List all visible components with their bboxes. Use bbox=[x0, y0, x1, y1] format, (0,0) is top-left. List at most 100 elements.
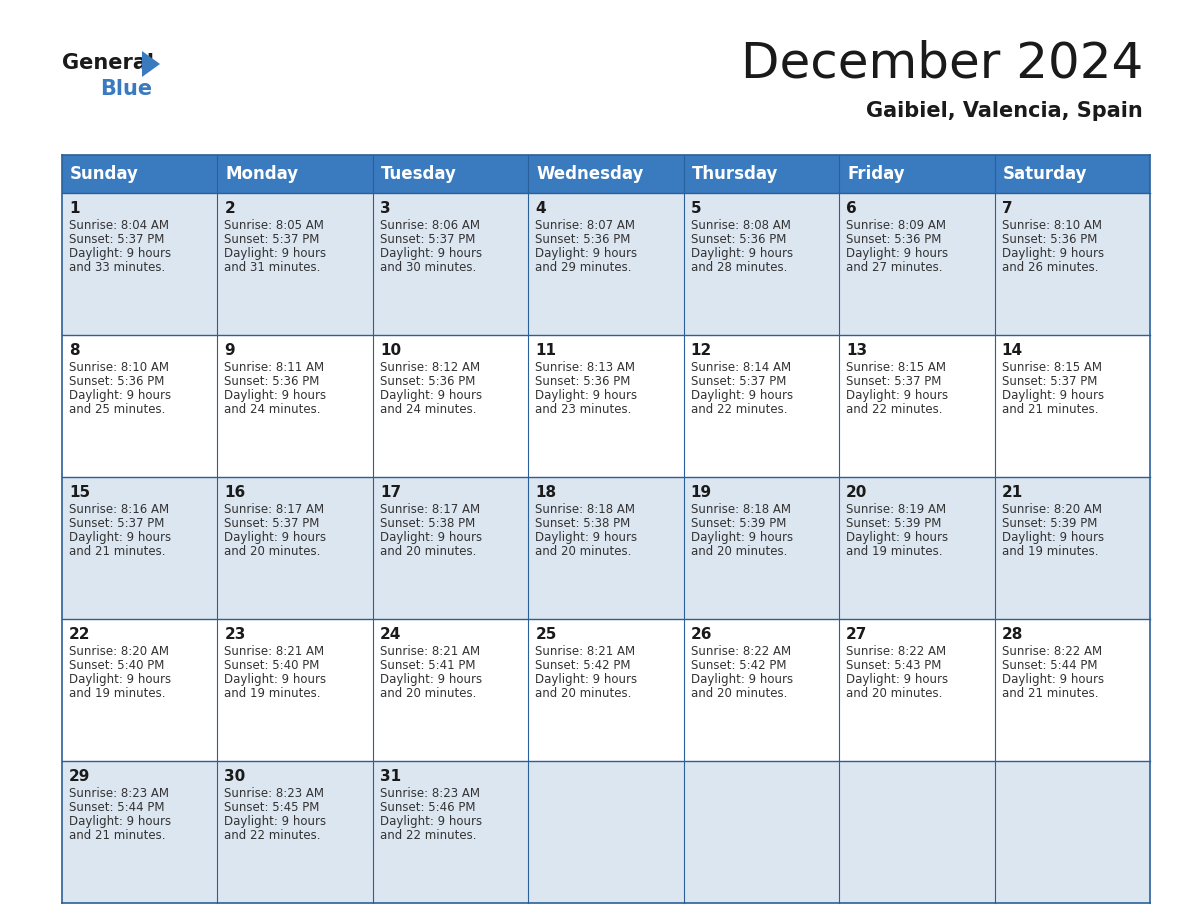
Text: and 24 minutes.: and 24 minutes. bbox=[225, 403, 321, 416]
Text: and 19 minutes.: and 19 minutes. bbox=[1001, 545, 1098, 558]
Text: General: General bbox=[62, 53, 154, 73]
Text: and 20 minutes.: and 20 minutes. bbox=[536, 687, 632, 700]
Text: Sunrise: 8:05 AM: Sunrise: 8:05 AM bbox=[225, 219, 324, 232]
Text: Sunset: 5:37 PM: Sunset: 5:37 PM bbox=[225, 233, 320, 246]
Text: Sunset: 5:40 PM: Sunset: 5:40 PM bbox=[69, 659, 164, 672]
Text: Sunset: 5:44 PM: Sunset: 5:44 PM bbox=[69, 801, 164, 814]
Polygon shape bbox=[143, 51, 160, 77]
Text: Sunset: 5:39 PM: Sunset: 5:39 PM bbox=[846, 517, 942, 530]
Text: Daylight: 9 hours: Daylight: 9 hours bbox=[69, 531, 171, 544]
Bar bbox=[217, 155, 373, 193]
Text: Sunrise: 8:16 AM: Sunrise: 8:16 AM bbox=[69, 503, 169, 516]
Text: 4: 4 bbox=[536, 201, 546, 216]
Text: Sunset: 5:38 PM: Sunset: 5:38 PM bbox=[536, 517, 631, 530]
Bar bbox=[373, 155, 529, 193]
Text: Sunrise: 8:14 AM: Sunrise: 8:14 AM bbox=[690, 361, 791, 374]
Text: Daylight: 9 hours: Daylight: 9 hours bbox=[69, 247, 171, 260]
Text: and 21 minutes.: and 21 minutes. bbox=[1001, 403, 1098, 416]
Text: Sunset: 5:42 PM: Sunset: 5:42 PM bbox=[690, 659, 786, 672]
Text: Daylight: 9 hours: Daylight: 9 hours bbox=[69, 815, 171, 828]
Text: Sunset: 5:36 PM: Sunset: 5:36 PM bbox=[690, 233, 786, 246]
Text: Sunrise: 8:06 AM: Sunrise: 8:06 AM bbox=[380, 219, 480, 232]
Text: Daylight: 9 hours: Daylight: 9 hours bbox=[536, 531, 638, 544]
Text: and 23 minutes.: and 23 minutes. bbox=[536, 403, 632, 416]
Text: Sunrise: 8:23 AM: Sunrise: 8:23 AM bbox=[69, 787, 169, 800]
Text: Wednesday: Wednesday bbox=[536, 165, 644, 183]
Text: 22: 22 bbox=[69, 627, 90, 642]
Text: and 33 minutes.: and 33 minutes. bbox=[69, 261, 165, 274]
Text: Daylight: 9 hours: Daylight: 9 hours bbox=[1001, 247, 1104, 260]
Text: Sunset: 5:36 PM: Sunset: 5:36 PM bbox=[1001, 233, 1097, 246]
Text: Sunrise: 8:11 AM: Sunrise: 8:11 AM bbox=[225, 361, 324, 374]
Text: Daylight: 9 hours: Daylight: 9 hours bbox=[225, 531, 327, 544]
Text: Tuesday: Tuesday bbox=[381, 165, 456, 183]
Text: 26: 26 bbox=[690, 627, 713, 642]
Text: Daylight: 9 hours: Daylight: 9 hours bbox=[846, 389, 948, 402]
Text: and 29 minutes.: and 29 minutes. bbox=[536, 261, 632, 274]
Text: Sunrise: 8:23 AM: Sunrise: 8:23 AM bbox=[380, 787, 480, 800]
Text: Sunrise: 8:22 AM: Sunrise: 8:22 AM bbox=[1001, 645, 1101, 658]
Text: Sunset: 5:40 PM: Sunset: 5:40 PM bbox=[225, 659, 320, 672]
Text: Daylight: 9 hours: Daylight: 9 hours bbox=[1001, 389, 1104, 402]
Text: Monday: Monday bbox=[226, 165, 298, 183]
Text: Sunrise: 8:22 AM: Sunrise: 8:22 AM bbox=[690, 645, 791, 658]
Text: 6: 6 bbox=[846, 201, 857, 216]
Text: Sunrise: 8:17 AM: Sunrise: 8:17 AM bbox=[225, 503, 324, 516]
Text: Sunrise: 8:04 AM: Sunrise: 8:04 AM bbox=[69, 219, 169, 232]
Text: Sunset: 5:36 PM: Sunset: 5:36 PM bbox=[536, 375, 631, 388]
Text: 1: 1 bbox=[69, 201, 80, 216]
Bar bbox=[62, 619, 1150, 761]
Text: Daylight: 9 hours: Daylight: 9 hours bbox=[1001, 673, 1104, 686]
Text: Thursday: Thursday bbox=[691, 165, 778, 183]
Text: and 20 minutes.: and 20 minutes. bbox=[690, 545, 788, 558]
Text: Daylight: 9 hours: Daylight: 9 hours bbox=[690, 247, 792, 260]
Text: and 19 minutes.: and 19 minutes. bbox=[846, 545, 942, 558]
Text: and 20 minutes.: and 20 minutes. bbox=[380, 545, 476, 558]
Text: 12: 12 bbox=[690, 343, 712, 358]
Text: Daylight: 9 hours: Daylight: 9 hours bbox=[225, 389, 327, 402]
Text: Sunrise: 8:21 AM: Sunrise: 8:21 AM bbox=[380, 645, 480, 658]
Text: 23: 23 bbox=[225, 627, 246, 642]
Text: Daylight: 9 hours: Daylight: 9 hours bbox=[225, 247, 327, 260]
Text: Daylight: 9 hours: Daylight: 9 hours bbox=[1001, 531, 1104, 544]
Text: Daylight: 9 hours: Daylight: 9 hours bbox=[380, 389, 482, 402]
Text: 5: 5 bbox=[690, 201, 701, 216]
Text: Daylight: 9 hours: Daylight: 9 hours bbox=[380, 815, 482, 828]
Text: Sunset: 5:37 PM: Sunset: 5:37 PM bbox=[380, 233, 475, 246]
Text: Sunrise: 8:23 AM: Sunrise: 8:23 AM bbox=[225, 787, 324, 800]
Bar bbox=[839, 155, 994, 193]
Text: Sunset: 5:41 PM: Sunset: 5:41 PM bbox=[380, 659, 475, 672]
Text: 27: 27 bbox=[846, 627, 867, 642]
Text: Sunrise: 8:19 AM: Sunrise: 8:19 AM bbox=[846, 503, 947, 516]
Text: 30: 30 bbox=[225, 769, 246, 784]
Text: Daylight: 9 hours: Daylight: 9 hours bbox=[225, 673, 327, 686]
Text: 9: 9 bbox=[225, 343, 235, 358]
Text: Sunrise: 8:15 AM: Sunrise: 8:15 AM bbox=[1001, 361, 1101, 374]
Text: Sunset: 5:37 PM: Sunset: 5:37 PM bbox=[690, 375, 786, 388]
Text: Sunrise: 8:21 AM: Sunrise: 8:21 AM bbox=[225, 645, 324, 658]
Text: and 22 minutes.: and 22 minutes. bbox=[690, 403, 788, 416]
Text: Sunrise: 8:20 AM: Sunrise: 8:20 AM bbox=[69, 645, 169, 658]
Text: Sunset: 5:37 PM: Sunset: 5:37 PM bbox=[846, 375, 942, 388]
Text: Sunrise: 8:18 AM: Sunrise: 8:18 AM bbox=[536, 503, 636, 516]
Bar bbox=[62, 335, 1150, 477]
Text: and 20 minutes.: and 20 minutes. bbox=[846, 687, 942, 700]
Text: Sunset: 5:45 PM: Sunset: 5:45 PM bbox=[225, 801, 320, 814]
Bar bbox=[62, 155, 217, 193]
Text: Daylight: 9 hours: Daylight: 9 hours bbox=[846, 531, 948, 544]
Text: Sunset: 5:44 PM: Sunset: 5:44 PM bbox=[1001, 659, 1097, 672]
Text: and 22 minutes.: and 22 minutes. bbox=[225, 829, 321, 842]
Text: 28: 28 bbox=[1001, 627, 1023, 642]
Text: Sunrise: 8:09 AM: Sunrise: 8:09 AM bbox=[846, 219, 946, 232]
Text: Sunrise: 8:20 AM: Sunrise: 8:20 AM bbox=[1001, 503, 1101, 516]
Text: and 20 minutes.: and 20 minutes. bbox=[380, 687, 476, 700]
Text: Daylight: 9 hours: Daylight: 9 hours bbox=[690, 673, 792, 686]
Text: Sunday: Sunday bbox=[70, 165, 139, 183]
Text: 21: 21 bbox=[1001, 485, 1023, 500]
Text: and 20 minutes.: and 20 minutes. bbox=[225, 545, 321, 558]
Text: and 25 minutes.: and 25 minutes. bbox=[69, 403, 165, 416]
Text: Sunrise: 8:07 AM: Sunrise: 8:07 AM bbox=[536, 219, 636, 232]
Text: Daylight: 9 hours: Daylight: 9 hours bbox=[690, 531, 792, 544]
Bar bbox=[529, 155, 684, 193]
Text: 31: 31 bbox=[380, 769, 402, 784]
